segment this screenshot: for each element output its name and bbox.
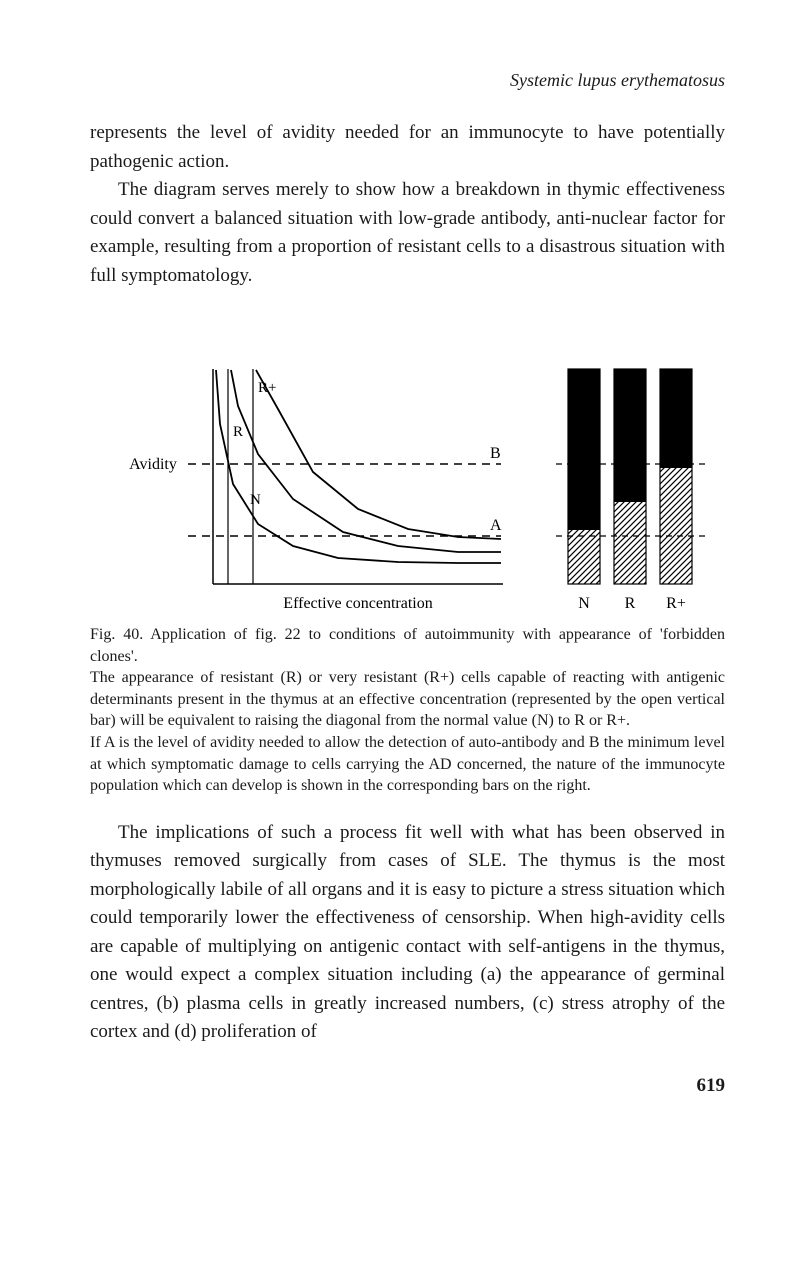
curve-rplus	[256, 370, 501, 539]
bar-label-r: R	[624, 595, 635, 612]
y-axis-label: Avidity	[129, 456, 177, 473]
paragraph-1: represents the level of avidity needed f…	[90, 119, 725, 176]
figure-caption: Fig. 40. Application of fig. 22 to condi…	[90, 624, 725, 797]
paragraph-2: The diagram serves merely to show how a …	[90, 176, 725, 290]
figure-svg: Avidity B A R+ R N Effective concentrati…	[98, 314, 718, 614]
x-axis-label: Effective concentration	[283, 595, 432, 612]
bar-label-n: N	[578, 595, 590, 612]
caption-p1: Fig. 40. Application of fig. 22 to condi…	[90, 624, 725, 667]
running-head: Systemic lupus erythematosus	[90, 70, 725, 91]
page: Systemic lupus erythematosus represents …	[0, 0, 800, 1147]
figure-40: Avidity B A R+ R N Effective concentrati…	[90, 314, 725, 614]
paragraph-3: The implications of such a process fit w…	[90, 819, 725, 1047]
caption-p3: If A is the level of avidity needed to a…	[90, 732, 725, 797]
bar-r: R	[614, 369, 646, 612]
label-a: A	[490, 517, 502, 534]
label-b: B	[490, 445, 501, 462]
curve-n	[216, 370, 501, 563]
bar-n: N	[568, 369, 600, 612]
curve-label-rplus: R+	[258, 380, 276, 396]
body-text-block-2: The implications of such a process fit w…	[90, 819, 725, 1047]
curve-label-r: R	[233, 424, 243, 440]
bar-label-rplus: R+	[666, 595, 686, 612]
page-number: 619	[90, 1075, 725, 1097]
body-text-block-1: represents the level of avidity needed f…	[90, 119, 725, 290]
bar-rplus: R+	[660, 369, 692, 612]
caption-p2: The appearance of resistant (R) or very …	[90, 667, 725, 732]
curve-label-n: N	[250, 492, 261, 508]
